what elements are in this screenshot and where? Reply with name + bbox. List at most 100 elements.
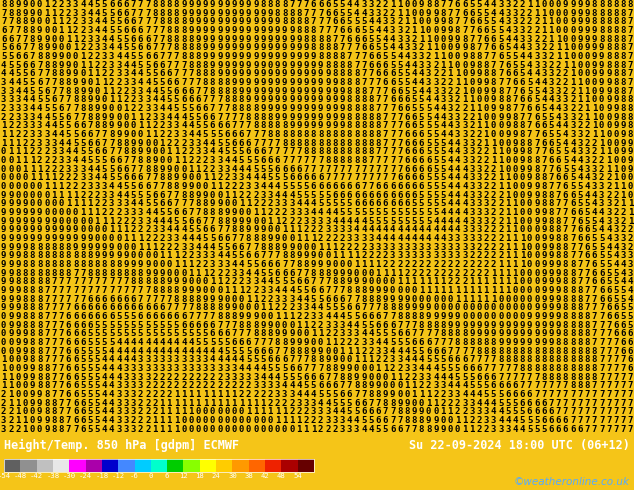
Text: 8: 8 — [325, 147, 330, 156]
Text: 6: 6 — [599, 294, 604, 304]
Text: 8: 8 — [592, 0, 597, 9]
Text: 7: 7 — [325, 26, 330, 35]
Text: 7: 7 — [491, 364, 496, 373]
Text: 7: 7 — [304, 269, 309, 278]
Text: 3: 3 — [325, 321, 330, 330]
Text: 8: 8 — [37, 338, 42, 347]
Text: 5: 5 — [419, 208, 424, 217]
Text: 6: 6 — [361, 43, 366, 52]
Text: 9: 9 — [347, 364, 352, 373]
Text: 4: 4 — [282, 191, 287, 199]
Text: 7: 7 — [621, 364, 626, 373]
Text: 7: 7 — [66, 95, 71, 104]
Text: 1: 1 — [253, 208, 259, 217]
Text: 6: 6 — [606, 294, 611, 304]
Text: 5: 5 — [203, 338, 208, 347]
Text: 6: 6 — [282, 165, 287, 173]
Text: 8: 8 — [585, 364, 590, 373]
Text: 8: 8 — [102, 121, 107, 130]
Text: 5: 5 — [419, 121, 424, 130]
Text: 9: 9 — [217, 8, 223, 18]
Text: 3: 3 — [289, 208, 294, 217]
Text: 5: 5 — [484, 390, 489, 399]
Text: 7: 7 — [58, 286, 64, 295]
Text: 8: 8 — [354, 113, 359, 122]
Text: 9: 9 — [282, 78, 287, 87]
Text: 8: 8 — [304, 260, 309, 269]
Text: 2: 2 — [534, 34, 540, 44]
Text: 5: 5 — [397, 338, 403, 347]
Text: 2: 2 — [498, 234, 503, 243]
Text: 7: 7 — [599, 329, 604, 339]
Text: 8: 8 — [578, 373, 583, 382]
Text: 5: 5 — [628, 303, 633, 313]
Text: 5: 5 — [80, 147, 86, 156]
Text: 1: 1 — [361, 355, 366, 365]
Text: 7: 7 — [628, 390, 633, 399]
Text: 9: 9 — [66, 61, 71, 70]
Text: 4: 4 — [426, 225, 431, 234]
Text: 2: 2 — [585, 121, 590, 130]
Text: 8: 8 — [361, 286, 366, 295]
Text: 4: 4 — [188, 130, 193, 139]
Text: 0: 0 — [555, 0, 561, 9]
Text: 6: 6 — [87, 303, 93, 313]
Text: 4: 4 — [455, 147, 460, 156]
Text: 9: 9 — [246, 17, 251, 26]
Text: 3: 3 — [469, 234, 475, 243]
Text: 5: 5 — [368, 217, 373, 226]
Text: 0: 0 — [347, 260, 352, 269]
Text: 8: 8 — [548, 364, 554, 373]
Text: 8: 8 — [347, 78, 352, 87]
Text: 6: 6 — [404, 199, 410, 208]
Text: 6: 6 — [224, 329, 230, 339]
Text: 4: 4 — [621, 277, 626, 286]
Text: 5: 5 — [512, 399, 518, 408]
Text: 1: 1 — [73, 43, 79, 52]
Text: 5: 5 — [188, 113, 193, 122]
Text: 5: 5 — [174, 95, 179, 104]
Text: 4: 4 — [109, 390, 114, 399]
Text: 8: 8 — [304, 34, 309, 44]
Text: 9: 9 — [441, 425, 446, 434]
Text: 3: 3 — [469, 139, 475, 147]
Text: 6: 6 — [505, 381, 510, 391]
Text: 7: 7 — [491, 61, 496, 70]
Text: 3: 3 — [159, 225, 165, 234]
Text: 7: 7 — [188, 303, 193, 313]
Text: 1: 1 — [606, 156, 611, 165]
Text: 2: 2 — [491, 173, 496, 182]
Text: 7: 7 — [231, 121, 237, 130]
Text: 0: 0 — [203, 286, 208, 295]
Text: 9: 9 — [520, 321, 525, 330]
Text: 3: 3 — [621, 251, 626, 260]
Text: 7: 7 — [570, 225, 576, 234]
Text: 3: 3 — [347, 329, 352, 339]
Text: 4: 4 — [476, 399, 482, 408]
Text: 0: 0 — [217, 191, 223, 199]
Text: 9: 9 — [116, 130, 122, 139]
Text: 1: 1 — [8, 373, 13, 382]
Text: 6: 6 — [383, 416, 388, 425]
Text: 2: 2 — [80, 182, 86, 191]
Text: 8: 8 — [66, 260, 71, 269]
Text: 4: 4 — [361, 217, 366, 226]
Text: 4: 4 — [87, 8, 93, 18]
Text: 6: 6 — [404, 182, 410, 191]
Text: 2: 2 — [411, 260, 417, 269]
Text: 2: 2 — [404, 260, 410, 269]
Text: 0: 0 — [195, 425, 201, 434]
Text: 2: 2 — [246, 390, 251, 399]
Text: 2: 2 — [476, 139, 482, 147]
Text: 2: 2 — [159, 390, 165, 399]
Text: 0: 0 — [66, 52, 71, 61]
Text: 4: 4 — [555, 113, 561, 122]
Text: 9: 9 — [238, 17, 244, 26]
Text: 3: 3 — [628, 269, 633, 278]
Text: 9: 9 — [268, 8, 273, 18]
Text: 9: 9 — [555, 294, 561, 304]
Text: 9: 9 — [188, 8, 193, 18]
Text: 6: 6 — [390, 182, 396, 191]
Text: 3: 3 — [311, 217, 316, 226]
Text: 7: 7 — [80, 294, 86, 304]
